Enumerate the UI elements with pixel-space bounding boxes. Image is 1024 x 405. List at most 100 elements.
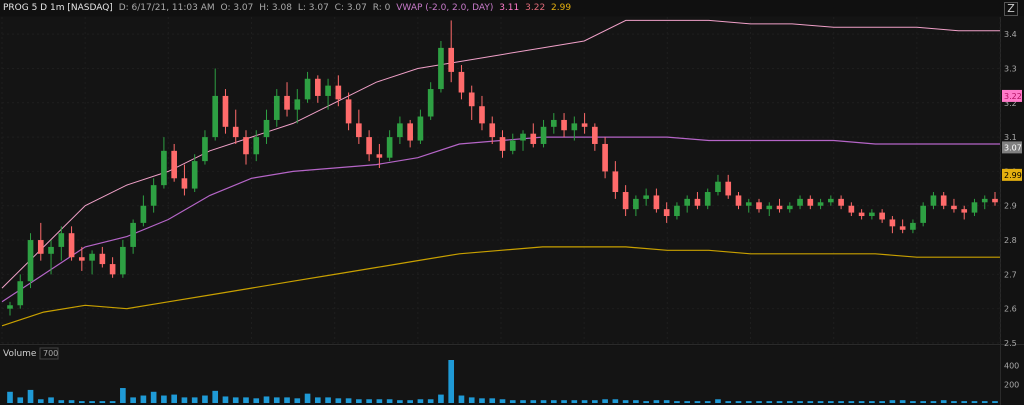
- candle-body: [120, 246, 126, 275]
- volume-bar: [581, 400, 588, 403]
- volume-bar: [181, 397, 188, 403]
- vwap-study-label[interactable]: VWAP (-2.0, 2.0, DAY): [396, 3, 494, 13]
- candle-body: [540, 126, 547, 144]
- volume-bar: [386, 399, 393, 403]
- candle-body: [181, 178, 188, 189]
- candle-body: [222, 95, 229, 127]
- candle-body: [530, 133, 537, 144]
- candle-body: [663, 209, 670, 217]
- upper-band-line: [1, 19, 1000, 289]
- candle-body: [171, 150, 177, 179]
- candle-body: [489, 123, 496, 138]
- volume-bar: [458, 395, 465, 403]
- candle-body: [263, 119, 270, 138]
- volume-bar: [397, 400, 403, 403]
- volume-bar: [869, 401, 875, 403]
- volume-bar: [120, 388, 126, 403]
- candle-body: [468, 92, 475, 107]
- volume-bar: [232, 397, 239, 403]
- candle-body: [889, 219, 896, 227]
- candle-body: [17, 281, 24, 306]
- vwap-lower-value: 2.99: [551, 3, 572, 13]
- volume-bar: [427, 399, 434, 403]
- volume-bar: [191, 397, 198, 403]
- volume-bar: [776, 401, 783, 403]
- volume-bar: [592, 400, 598, 403]
- volume-bar: [68, 400, 75, 403]
- candle-body: [27, 240, 34, 282]
- candle-body: [622, 192, 629, 210]
- volume-bar: [879, 401, 885, 403]
- candle-body: [273, 95, 280, 120]
- candle-body: [304, 78, 311, 100]
- volume-bar: [756, 401, 762, 403]
- candle-body: [417, 116, 424, 141]
- candle-body: [397, 123, 403, 138]
- high-label: H: 3.08: [259, 3, 292, 13]
- volume-bar: [263, 396, 270, 403]
- candle-body: [232, 126, 239, 138]
- volume-bar: [807, 401, 814, 403]
- volume-bar: [981, 401, 988, 403]
- volume-bar: [376, 399, 383, 403]
- candle-body: [58, 233, 65, 247]
- candle-body: [202, 137, 208, 162]
- volume-bar: [571, 400, 578, 403]
- price-badge: [1002, 141, 1022, 154]
- volume-bar: [992, 401, 998, 403]
- candle-body: [191, 161, 198, 189]
- volume-bar: [725, 401, 732, 403]
- volume-bar: [130, 397, 136, 403]
- candle-body: [766, 205, 773, 210]
- candle-body: [314, 78, 321, 96]
- candle-body: [37, 240, 44, 254]
- candle-body: [479, 106, 485, 124]
- volume-bar: [294, 398, 301, 403]
- volume-bar: [899, 400, 906, 403]
- vwap-upper-value: 3.11: [499, 3, 520, 13]
- candle-body: [253, 137, 260, 155]
- volume-bar: [838, 401, 844, 403]
- candle-body: [335, 85, 342, 100]
- volume-bar: [674, 401, 680, 403]
- candle-body: [325, 85, 331, 96]
- price-tick-label: 2.8: [1004, 236, 1017, 245]
- volume-bar: [212, 390, 219, 403]
- candle-body: [612, 171, 619, 193]
- volume-bar: [479, 398, 485, 403]
- candle-body: [981, 198, 988, 203]
- price-tick-label: 3.2: [1004, 99, 1017, 108]
- candle-body: [356, 123, 362, 138]
- candle-body: [294, 99, 301, 110]
- candle-body: [633, 198, 639, 210]
- candle-body: [869, 212, 875, 217]
- candle-body: [725, 181, 732, 196]
- volume-bar: [786, 401, 793, 403]
- volume-bar: [284, 397, 290, 403]
- candle-body: [715, 181, 721, 193]
- volume-bar: [304, 393, 311, 403]
- vwap-mid-value: 3.22: [525, 3, 546, 13]
- volume-bar: [971, 401, 978, 403]
- candle-body: [828, 198, 834, 203]
- open-label: O: 3.07: [220, 3, 254, 13]
- price-tick-label: 2.5: [1004, 339, 1017, 348]
- candle-body: [797, 198, 803, 206]
- volume-bar: [109, 401, 116, 403]
- candle-body: [653, 195, 660, 210]
- symbol-label[interactable]: PROG 5 D 1m [NASDAQ]: [3, 3, 113, 13]
- candle-body: [735, 195, 742, 206]
- volume-bar: [161, 395, 167, 403]
- candle-body: [89, 253, 95, 261]
- volume-bar: [920, 401, 926, 403]
- volume-bar: [622, 400, 629, 403]
- candle-body: [520, 133, 526, 141]
- candle-body: [807, 198, 814, 206]
- volume-bar: [79, 401, 85, 403]
- candle-body: [920, 205, 926, 223]
- candle-body: [140, 205, 147, 223]
- candle-body: [776, 205, 783, 210]
- drawing-tool-icon[interactable]: Z: [1004, 2, 1018, 16]
- volume-bar: [951, 401, 957, 403]
